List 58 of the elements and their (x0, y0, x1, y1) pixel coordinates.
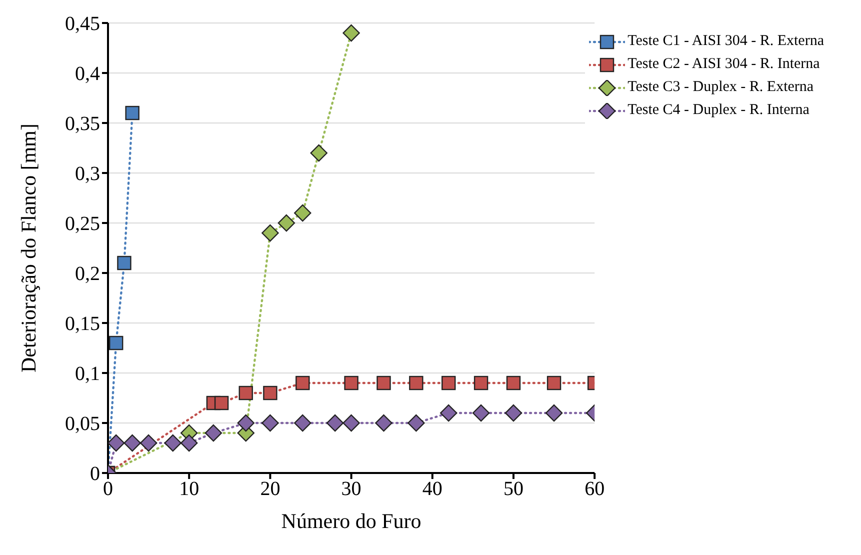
x-tick-label: 40 (422, 478, 442, 500)
legend-label: Teste C2 - AISI 304 - R. Interna (628, 56, 820, 73)
x-tick-label: 10 (179, 478, 200, 500)
x-tick-label: 30 (341, 478, 362, 500)
point (294, 204, 312, 222)
legend-label: Teste C4 - Duplex - R. Interna (628, 102, 810, 119)
point (108, 434, 125, 452)
point (474, 376, 488, 390)
point (546, 376, 562, 390)
point (238, 386, 253, 400)
point (375, 414, 392, 432)
point (262, 224, 279, 242)
point (237, 414, 254, 432)
y-tick-label: 0,3 (75, 163, 100, 186)
y-tick-label: 0,45 (65, 13, 100, 36)
point (504, 404, 522, 422)
point (408, 414, 425, 432)
point (125, 106, 140, 120)
y-tick-label: 0,1 (75, 363, 100, 386)
point (545, 404, 563, 422)
y-axis-title: Deterioração do Flanco [mm] (16, 124, 40, 372)
point (409, 376, 424, 390)
point (214, 396, 229, 410)
point (180, 434, 198, 452)
point (204, 424, 222, 442)
y-tick-label: 0,2 (75, 263, 100, 286)
point (472, 404, 490, 422)
point (124, 434, 141, 452)
point (262, 414, 279, 432)
point (326, 414, 344, 432)
point (294, 414, 312, 432)
point (263, 386, 278, 400)
point (442, 376, 456, 390)
point (342, 24, 360, 42)
y-tick-label: 0,35 (65, 113, 100, 136)
point (278, 214, 296, 232)
y-tick-label: 0,25 (65, 213, 100, 236)
point (296, 376, 310, 390)
point (440, 404, 458, 422)
legend-label: Teste C3 - Duplex - R. Externa (628, 79, 814, 96)
point (376, 376, 391, 390)
x-tick-label: 60 (584, 478, 605, 500)
x-tick-label: 20 (260, 478, 280, 500)
point (109, 336, 124, 350)
point (506, 376, 521, 390)
x-tick-label: 50 (503, 478, 524, 500)
y-tick-label: 0,4 (75, 63, 100, 86)
y-tick-label: 0 (90, 463, 100, 486)
y-tick-label: 0,05 (65, 413, 100, 436)
point (310, 144, 328, 162)
point (342, 414, 360, 432)
x-axis-title: Número do Furo (281, 509, 422, 533)
y-tick-label: 0,15 (65, 313, 100, 336)
point (117, 256, 132, 270)
point (140, 434, 158, 452)
point (344, 376, 358, 390)
point (164, 434, 182, 452)
legend-label: Teste C1 - AISI 304 - R. Externa (628, 33, 824, 50)
